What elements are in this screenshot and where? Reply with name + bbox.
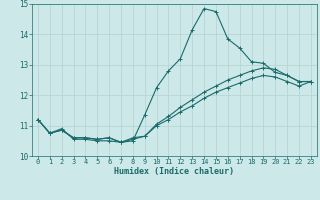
X-axis label: Humidex (Indice chaleur): Humidex (Indice chaleur) xyxy=(115,167,234,176)
